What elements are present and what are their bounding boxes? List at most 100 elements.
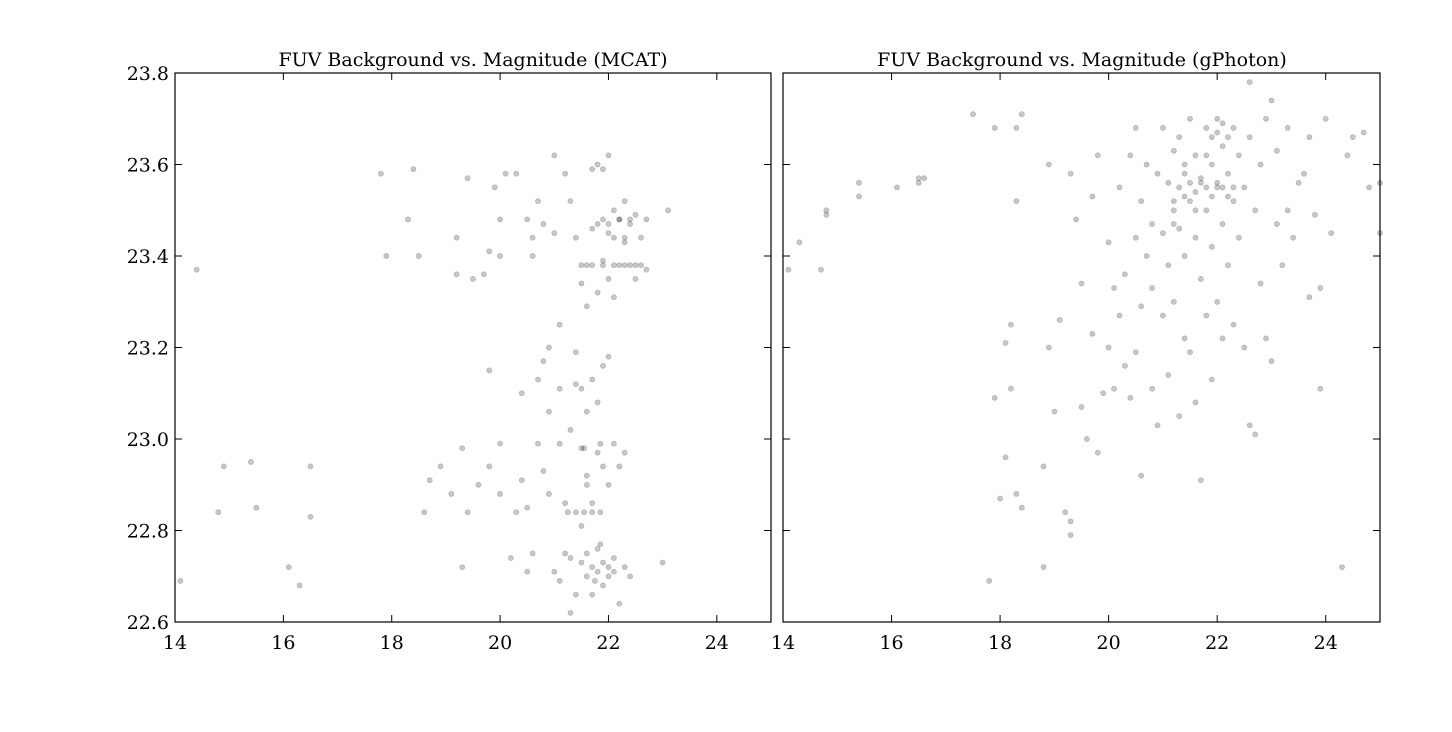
- scatter-point-gphoton: [1165, 179, 1172, 186]
- scatter-point-gphoton: [1208, 161, 1215, 168]
- scatter-point-mcat: [594, 289, 601, 296]
- scatter-point-mcat: [546, 408, 552, 415]
- scatter-point-gphoton: [1192, 207, 1199, 214]
- scatter-point-gphoton: [1127, 152, 1134, 159]
- scatter-point-gphoton: [1122, 271, 1128, 278]
- scatter-point-mcat: [486, 248, 493, 255]
- scatter-point-gphoton: [1002, 454, 1009, 461]
- scatter-point-gphoton: [1246, 422, 1253, 429]
- scatter-point-mcat: [529, 550, 536, 557]
- axis-ticks-gphoton: 14 16 18 20 22 24: [771, 72, 1380, 654]
- scatter-point-mcat: [621, 262, 628, 269]
- scatter-point-gphoton: [1127, 394, 1134, 401]
- scatter-point-mcat: [551, 152, 558, 159]
- scatter-point-mcat: [627, 573, 633, 580]
- scatter-point-mcat: [556, 385, 563, 392]
- scatter-point-mcat: [513, 509, 520, 516]
- x-tick-label-gphoton: 18: [988, 632, 1012, 654]
- scatter-point-mcat: [600, 362, 606, 369]
- axis-ticks-mcat: 14 16 18 20 22 24 22.6 22.8 23.0 23.2 23.4 23.6 23.8: [127, 63, 771, 654]
- scatter-point-gphoton: [1219, 143, 1226, 150]
- scatter-point-gphoton: [1208, 134, 1215, 140]
- scatter-point-gphoton: [1187, 349, 1193, 355]
- scatter-point-gphoton: [1225, 134, 1231, 140]
- scatter-point-mcat: [453, 271, 460, 278]
- scatter-point-mcat: [583, 262, 590, 269]
- scatter-point-gphoton: [1105, 344, 1112, 351]
- x-tick-label-gphoton: 22: [1205, 632, 1229, 654]
- scatter-point-gphoton: [1263, 335, 1269, 342]
- scatter-point-gphoton: [1002, 339, 1009, 346]
- scatter-point-gphoton: [818, 266, 824, 273]
- scatter-point-mcat: [600, 463, 606, 470]
- scatter-point-gphoton: [1018, 111, 1025, 118]
- scatter-point-mcat: [632, 211, 639, 218]
- scatter-point-gphoton: [1046, 161, 1052, 168]
- scatter-point-mcat: [551, 568, 558, 575]
- scatter-point-gphoton: [1301, 170, 1307, 177]
- scatter-point-gphoton: [1132, 349, 1139, 355]
- scatter-point-mcat: [594, 568, 601, 575]
- scatter-point-gphoton: [1008, 321, 1014, 328]
- x-tick-label-gphoton: 16: [879, 632, 903, 654]
- x-tick-label-gphoton: 20: [1097, 632, 1121, 654]
- scatter-point-mcat: [616, 216, 623, 223]
- x-tick-label-mcat: 16: [271, 632, 295, 654]
- scatter-point-gphoton: [1322, 115, 1329, 122]
- scatter-point-mcat: [573, 349, 579, 355]
- scatter-point-mcat: [621, 564, 628, 570]
- scatter-point-gphoton: [1138, 303, 1145, 310]
- scatter-point-mcat: [540, 221, 547, 227]
- scatter-point-gphoton: [1214, 179, 1221, 186]
- scatter-point-gphoton: [1208, 243, 1215, 250]
- scatter-point-gphoton: [1257, 280, 1264, 287]
- scatter-point-mcat: [567, 610, 574, 616]
- scatter-point-gphoton: [1192, 189, 1199, 195]
- scatter-point-gphoton: [1290, 234, 1297, 241]
- scatter-point-gphoton: [1214, 129, 1221, 136]
- scatter-point-mcat: [464, 509, 471, 516]
- scatter-point-gphoton: [1046, 344, 1052, 351]
- x-tick-label-gphoton: 14: [771, 632, 795, 654]
- scatter-point-gphoton: [1339, 564, 1345, 570]
- scatter-point-mcat: [573, 381, 579, 387]
- scatter-point-mcat: [491, 184, 498, 191]
- scatter-point-mcat: [307, 513, 314, 520]
- scatter-point-mcat: [589, 500, 596, 506]
- scatter-point-mcat: [285, 564, 292, 570]
- scatter-point-mcat: [616, 262, 623, 269]
- scatter-point-gphoton: [1018, 504, 1025, 511]
- scatter-point-mcat: [518, 477, 525, 484]
- scatter-point-mcat: [643, 266, 650, 273]
- scatter-point-gphoton: [1360, 129, 1367, 136]
- scatter-point-gphoton: [1067, 518, 1074, 525]
- scatter-point-mcat: [600, 559, 606, 566]
- scatter-point-gphoton: [970, 111, 976, 118]
- scatter-point-gphoton: [1132, 125, 1139, 131]
- scatter-point-mcat: [480, 271, 487, 278]
- scatter-point-gphoton: [1230, 321, 1237, 328]
- scatter-point-gphoton: [1170, 221, 1177, 227]
- scatter-point-gphoton: [796, 239, 803, 246]
- scatter-point-mcat: [562, 170, 568, 177]
- scatter-point-mcat: [551, 230, 558, 236]
- scatter-point-gphoton: [1105, 239, 1112, 246]
- scatter-point-mcat: [377, 170, 384, 177]
- scatter-point-mcat: [546, 344, 552, 351]
- scatter-point-mcat: [600, 262, 606, 269]
- scatter-point-gphoton: [1149, 221, 1155, 227]
- scatter-point-gphoton: [991, 125, 998, 131]
- scatter-panel-mcat: FUV Background vs. Magnitude (MCAT) 14 16…: [127, 49, 772, 654]
- scatter-point-gphoton: [1040, 564, 1047, 570]
- scatter-point-mcat: [556, 321, 563, 328]
- y-tick-label-mcat: 23.4: [127, 246, 169, 268]
- scatter-point-mcat: [643, 216, 650, 223]
- scatter-point-mcat: [573, 591, 579, 598]
- scatter-point-gphoton: [1122, 362, 1128, 369]
- scatter-point-mcat: [464, 175, 471, 182]
- scatter-point-gphoton: [785, 266, 792, 273]
- scatter-point-mcat: [524, 504, 531, 511]
- scatter-point-gphoton: [1170, 198, 1177, 204]
- scatter-point-gphoton: [1317, 385, 1324, 392]
